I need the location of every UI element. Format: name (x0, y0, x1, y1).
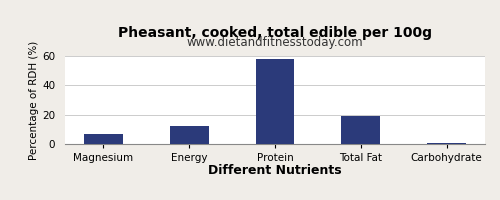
Bar (170, 126, 208, 144)
Y-axis label: Percentage of RDH (%): Percentage of RDH (%) (30, 40, 40, 160)
Bar (428, 143, 466, 144)
Bar (256, 59, 294, 144)
Bar (84, 134, 122, 144)
X-axis label: Different Nutrients: Different Nutrients (208, 164, 342, 177)
Bar (342, 116, 380, 144)
Title: Pheasant, cooked, total edible per 100g: Pheasant, cooked, total edible per 100g (118, 26, 432, 40)
Text: www.dietandfitnesstoday.com: www.dietandfitnesstoday.com (186, 36, 364, 49)
